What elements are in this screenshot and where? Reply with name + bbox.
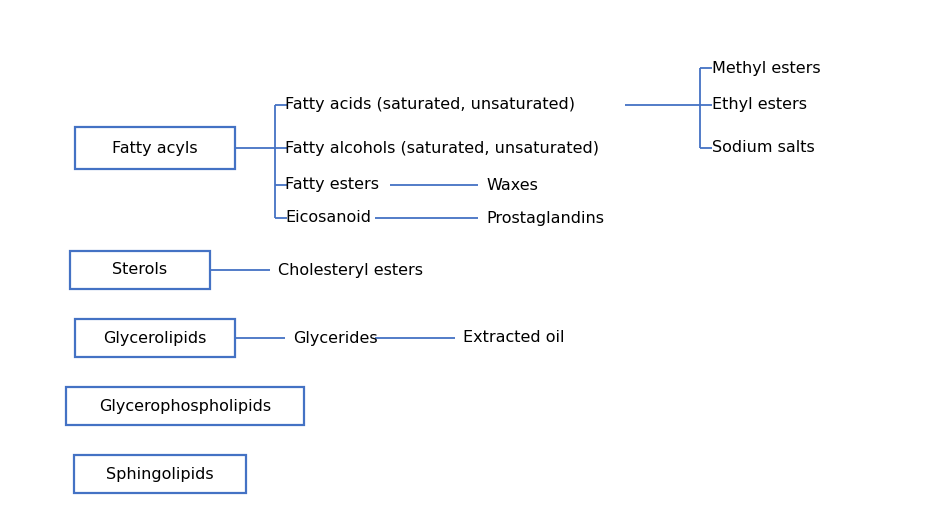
FancyBboxPatch shape [70,251,210,289]
Text: Ethyl esters: Ethyl esters [712,98,807,112]
Text: Waxes: Waxes [486,178,538,192]
FancyBboxPatch shape [75,319,235,357]
Text: Sphingolipids: Sphingolipids [106,466,214,481]
Text: Sodium salts: Sodium salts [712,140,814,155]
Text: Methyl esters: Methyl esters [712,60,821,75]
FancyBboxPatch shape [74,455,246,493]
Text: Extracted oil: Extracted oil [463,331,564,346]
Text: Glycerophospholipids: Glycerophospholipids [99,399,271,413]
FancyBboxPatch shape [75,127,235,169]
Text: Fatty esters: Fatty esters [285,178,379,192]
Text: Glycerolipids: Glycerolipids [103,331,207,346]
Text: Eicosanoid: Eicosanoid [285,210,371,225]
Text: Fatty acids (saturated, unsaturated): Fatty acids (saturated, unsaturated) [285,98,575,112]
Text: Cholesteryl esters: Cholesteryl esters [278,262,423,278]
Text: Glycerides: Glycerides [293,331,377,346]
Text: Fatty acyls: Fatty acyls [112,140,198,155]
Text: Sterols: Sterols [113,262,168,278]
FancyBboxPatch shape [66,387,304,425]
Text: Fatty alcohols (saturated, unsaturated): Fatty alcohols (saturated, unsaturated) [285,140,599,155]
Text: Prostaglandins: Prostaglandins [486,210,604,225]
